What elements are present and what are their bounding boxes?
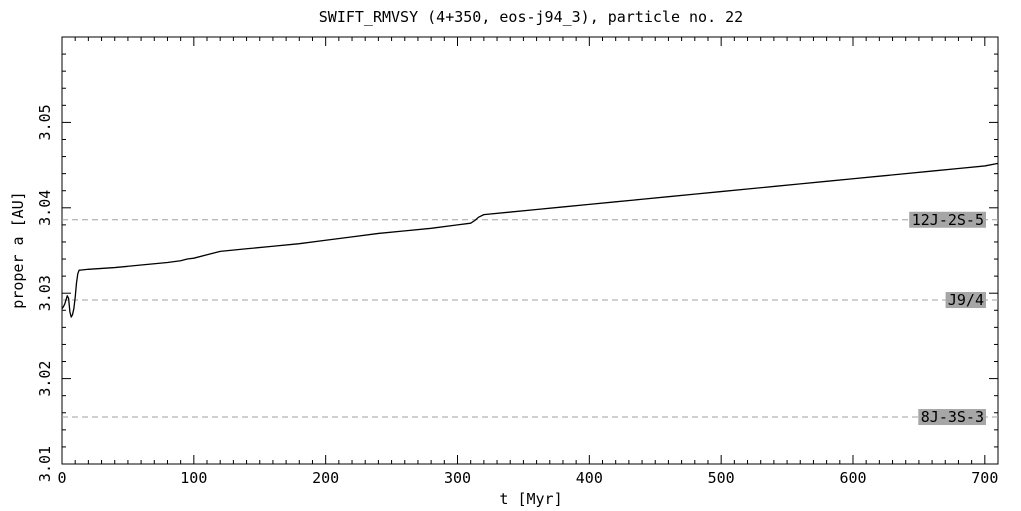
series-layer (61, 162, 999, 318)
reference-label-box (918, 409, 986, 426)
y-axis: 3.01 3.02 3.03 3.04 3.05 (36, 36, 998, 482)
x-tick-label: 300 (444, 469, 471, 487)
x-tick-label: 500 (708, 469, 735, 487)
plot-border (61, 36, 999, 465)
reference-lines: 12J-2S-5 J9/4 8J-3S-3 (62, 211, 998, 426)
y-tick-label: 3.02 (36, 361, 54, 397)
x-tick-label: 400 (576, 469, 603, 487)
reference-label-box (945, 292, 986, 309)
chart-title: SWIFT_RMVSY (4+350, eos-j94_3), particle… (319, 8, 743, 26)
x-tick-label: 100 (180, 469, 207, 487)
y-tick-label: 3.03 (36, 275, 54, 311)
x-axis: 0 100 200 300 400 500 600 700 (57, 37, 999, 487)
y-tick-label: 3.01 (36, 446, 54, 482)
series-line (61, 162, 999, 318)
reference-label: J9/4 (948, 291, 984, 309)
x-tick-label: 200 (312, 469, 339, 487)
reference-label-box (909, 211, 986, 228)
x-tick-label: 700 (971, 469, 998, 487)
x-axis-label: t [Myr] (499, 490, 562, 508)
y-tick-label: 3.05 (36, 104, 54, 140)
reference-label: 8J-3S-3 (921, 408, 984, 426)
y-axis-label: proper a [AU] (9, 191, 27, 308)
x-tick-label: 600 (839, 469, 866, 487)
reference-label: 12J-2S-5 (912, 211, 984, 229)
y-tick-label: 3.04 (36, 190, 54, 226)
x-tick-label: 0 (57, 469, 66, 487)
plot-frame (61, 36, 999, 465)
